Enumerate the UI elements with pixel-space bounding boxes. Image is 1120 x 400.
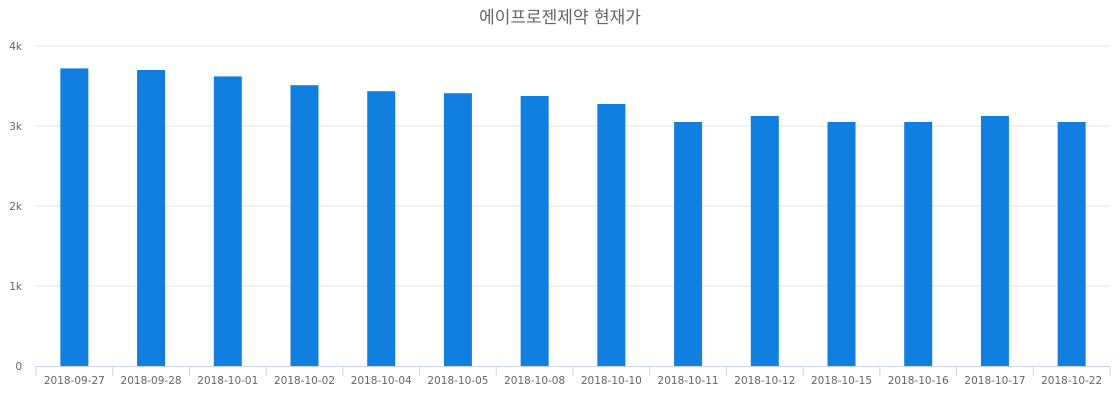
bar[interactable] (750, 116, 779, 366)
x-tick-label: 2018-10-15 (811, 375, 872, 387)
x-tick-label: 2018-10-12 (734, 375, 795, 387)
y-tick-label: 2k (9, 201, 23, 213)
bar[interactable] (290, 85, 319, 366)
bar[interactable] (1057, 122, 1086, 366)
y-tick-label: 4k (9, 41, 23, 53)
bar[interactable] (520, 96, 549, 366)
x-tick-label: 2018-10-11 (658, 375, 719, 387)
x-tick-label: 2018-09-28 (121, 375, 182, 387)
x-tick-label: 2018-10-22 (1041, 375, 1102, 387)
bar[interactable] (60, 68, 89, 367)
bar[interactable] (443, 93, 472, 366)
bar[interactable] (213, 76, 242, 367)
y-tick-label: 1k (9, 281, 23, 293)
bar[interactable] (137, 70, 166, 366)
y-tick-label: 3k (9, 121, 23, 133)
chart-title: 에이프로젠제약 현재가 (479, 8, 641, 28)
y-tick-label: 0 (15, 361, 22, 373)
x-tick-label: 2018-10-02 (274, 375, 335, 387)
x-tick-label: 2018-10-08 (504, 375, 565, 387)
x-tick-label: 2018-10-04 (351, 375, 412, 387)
bar[interactable] (597, 104, 626, 366)
x-tick-label: 2018-10-10 (581, 375, 642, 387)
x-tick-label: 2018-10-17 (964, 375, 1025, 387)
x-tick-label: 2018-10-01 (197, 375, 258, 387)
x-tick-label: 2018-10-05 (427, 375, 488, 387)
bar[interactable] (904, 122, 933, 366)
bar[interactable] (367, 91, 396, 366)
bar[interactable] (980, 116, 1009, 366)
x-tick-label: 2018-09-27 (44, 375, 105, 387)
bar[interactable] (674, 122, 703, 366)
bar[interactable] (827, 122, 856, 366)
x-tick-label: 2018-10-16 (888, 375, 949, 387)
